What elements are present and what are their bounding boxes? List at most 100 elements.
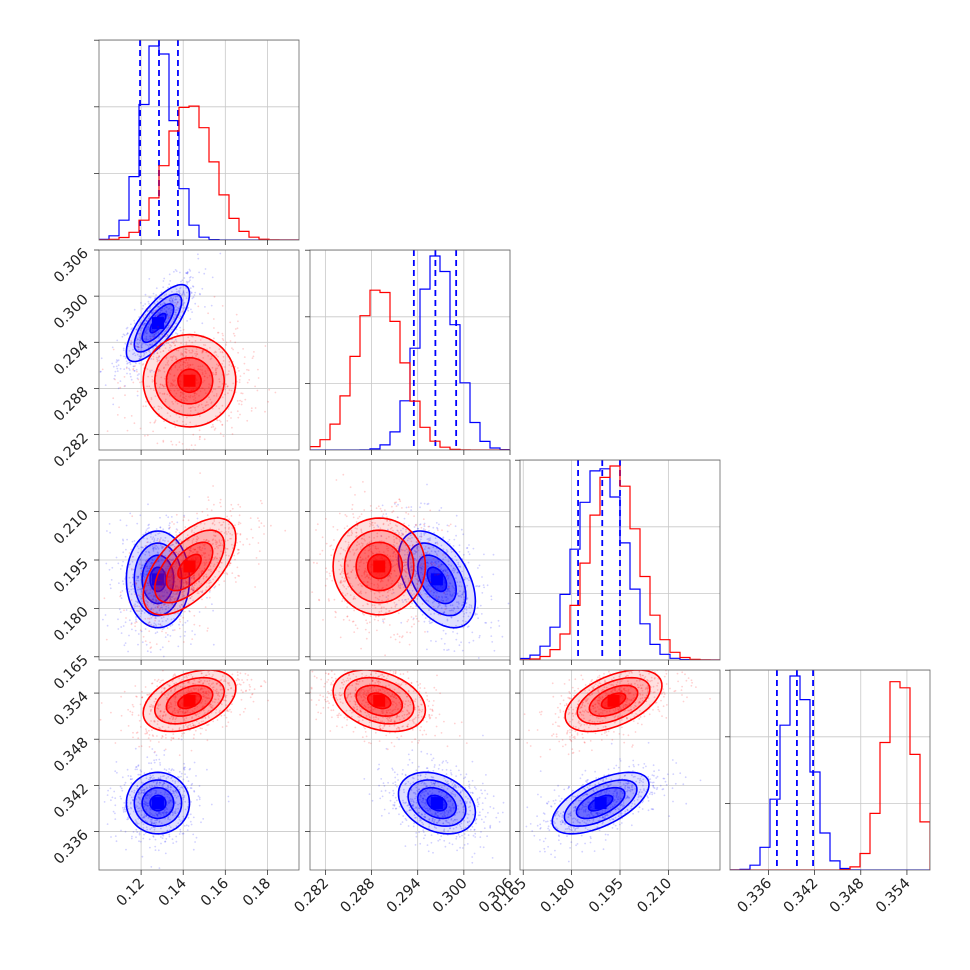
scatter-point [188,579,191,582]
scatter-point [182,304,184,306]
scatter-point [221,332,224,335]
scatter-point [151,563,153,566]
density-peak-blue [151,317,164,330]
scatter-point [215,545,218,548]
scatter-point [189,279,191,282]
scatter-point [446,574,449,576]
scatter-point [513,668,515,670]
scatter-point [229,537,231,540]
scatter-point [124,781,127,784]
scatter-point [155,571,157,574]
scatter-point [184,773,186,776]
scatter-point [209,527,212,530]
scatter-point [416,527,419,530]
scatter-point [147,350,150,352]
scatter-point [237,548,240,551]
scatter-point [257,563,260,565]
scatter-point [170,309,173,312]
scatter-point [343,527,346,530]
scatter-point [214,547,216,550]
scatter-point [107,789,109,792]
scatter-point [161,309,163,312]
scatter-point [228,389,231,391]
scatter-point [378,598,380,601]
scatter-point [185,395,187,398]
scatter-point [194,548,196,551]
scatter-point [206,630,209,632]
scatter-point [148,319,151,322]
scatter-point [176,598,178,600]
scatter-point [247,369,250,372]
scatter-point [155,600,158,602]
scatter-point [168,600,171,603]
scatter-point [188,549,191,551]
scatter-point [213,394,216,397]
scatter-point [206,508,209,510]
scatter-point [136,831,139,833]
scatter-point [151,343,154,345]
scatter-point [177,290,180,293]
scatter-point [131,327,134,330]
scatter-point [185,287,188,289]
scatter-point [238,549,240,551]
scatter-point [192,586,195,589]
scatter-point [492,573,495,576]
scatter-point [118,582,120,585]
scatter-point [153,421,156,424]
scatter-point [408,643,411,646]
scatter-point [121,776,124,779]
scatter-point [119,795,122,798]
scatter-point [382,620,384,623]
scatter-point [165,320,168,323]
scatter-point [214,535,216,537]
scatter-point [165,357,168,360]
scatter-point [168,575,171,578]
scatter-point [175,357,178,360]
scatter-point [134,747,137,750]
scatter-point [195,538,198,540]
scatter-point [152,430,155,433]
scatter-point [158,540,161,543]
scatter-point [250,410,253,412]
scatter-point [201,351,204,354]
scatter-point [191,363,194,366]
scatter-point [160,595,163,598]
scatter-point [380,510,383,513]
scatter-point [142,405,145,408]
scatter-point [125,327,128,330]
scatter-point [430,562,432,565]
scatter-point [186,364,189,367]
scatter-point [193,576,196,579]
scatter-point [129,343,132,345]
scatter-point [207,582,210,585]
scatter-point [143,595,146,597]
scatter-point [169,579,171,582]
scatter-point [160,606,162,609]
scatter-point [363,509,366,511]
scatter-point [195,582,198,585]
scatter-point [436,526,438,529]
scatter-point [449,604,452,607]
scatter-point [146,309,149,312]
scatter-point [134,354,137,357]
scatter-point [148,623,151,626]
scatter-point [156,606,159,608]
scatter-point [207,369,210,371]
scatter-point [146,624,149,626]
scatter-point [152,336,155,338]
scatter-point [174,597,177,600]
scatter-point [170,571,173,574]
scatter-point [413,526,416,528]
scatter-point [173,384,175,387]
scatter-point [170,296,172,299]
scatter-point [205,351,208,354]
scatter-point [201,510,204,513]
scatter-point [164,840,167,843]
scatter-point [145,560,148,563]
scatter-point [198,581,201,583]
scatter-point [204,552,206,554]
scatter-point [397,503,399,506]
scatter-point [142,363,145,365]
scatter-point [209,568,212,571]
scatter-point [434,561,436,563]
